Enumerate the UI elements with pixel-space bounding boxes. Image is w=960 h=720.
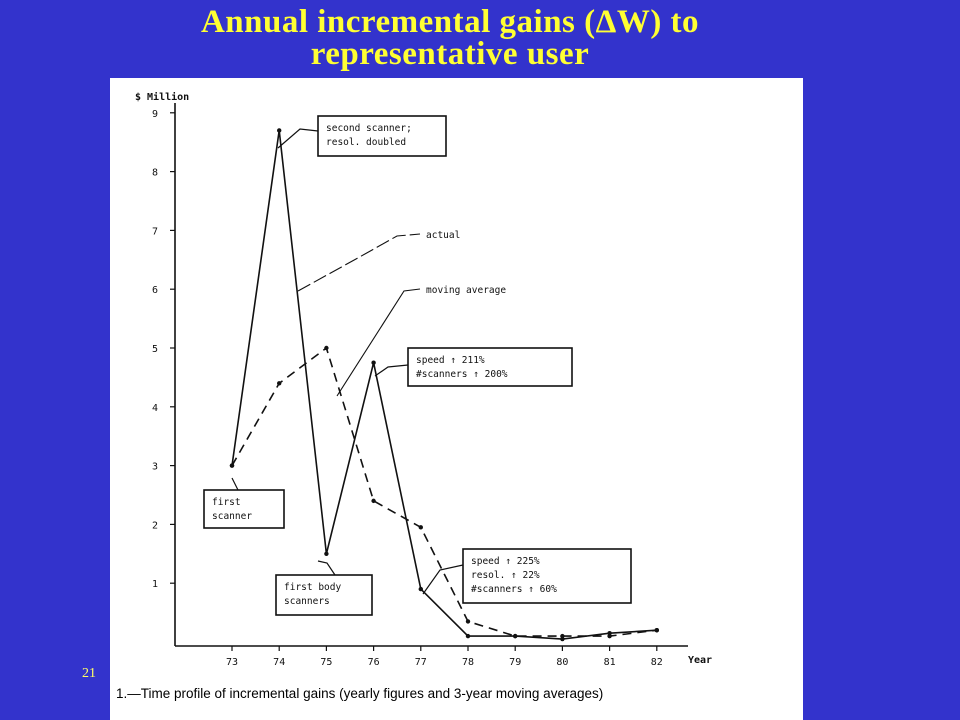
x-tick-label: 82: [651, 657, 663, 668]
chart-series: [229, 128, 659, 642]
annotation-text: resol. doubled: [326, 137, 406, 148]
x-tick-label: 80: [556, 657, 568, 668]
figure-caption: 1.—Time profile of incremental gains (ye…: [116, 686, 604, 701]
series-moving-average-point: [607, 633, 612, 639]
slide-title-line-1: Annual incremental gains (ΔW) to: [200, 4, 700, 40]
series-moving-average-point: [560, 633, 565, 639]
series-actual-point: [418, 586, 423, 592]
y-tick-label: 8: [152, 168, 158, 179]
series-callout-label: moving average: [426, 285, 506, 296]
annotation-text: speed ↑ 211%: [416, 355, 485, 366]
x-tick-label: 79: [509, 657, 521, 668]
series-actual-point: [371, 360, 376, 365]
x-tick-label: 73: [226, 657, 238, 668]
series-actual-point: [324, 551, 329, 556]
y-tick-label: 2: [152, 520, 158, 531]
chart-axes: [174, 103, 688, 647]
y-ticks: 1 2 3 4 5 6 7 8 9: [152, 109, 175, 590]
callout-leader: [336, 288, 421, 397]
annotation-box: [462, 548, 632, 604]
series-moving-average-point: [465, 619, 471, 624]
series-moving-average-point: [324, 345, 329, 351]
y-tick-label: 3: [152, 462, 158, 473]
x-tick-label: 75: [320, 657, 332, 668]
annotation-leader: [231, 477, 239, 491]
annotation-text: speed ↑ 225%: [471, 556, 540, 567]
y-tick-label: 4: [152, 403, 158, 414]
y-tick-label: 9: [152, 109, 158, 120]
series-moving-average-point: [418, 525, 423, 530]
annotation-leader: [374, 364, 409, 377]
y-tick-label: 7: [152, 226, 158, 237]
slide-number: 21: [82, 666, 96, 681]
y-tick-label: 1: [152, 579, 158, 590]
annotation-leader: [277, 128, 319, 149]
chart-annotations: second scanner; resol. doubled speed ↑ 211…: [203, 115, 632, 616]
callout-leader: [297, 233, 421, 292]
x-tick-label: 77: [415, 657, 427, 668]
series-moving-average-point: [513, 633, 518, 639]
annotation-text: scanner: [212, 511, 252, 522]
series-callout-label: actual: [426, 230, 460, 241]
y-tick-label: 5: [152, 344, 158, 355]
slide-title: Annual incremental gains (ΔW) to represe…: [0, 4, 900, 72]
annotation-text: #scanners ↑ 200%: [416, 369, 508, 380]
annotation-text: second scanner;: [326, 123, 412, 134]
x-tick-label: 78: [462, 657, 474, 668]
annotation-text: #scanners ↑ 60%: [471, 584, 557, 595]
annotation-text: first body: [284, 582, 341, 593]
axis-labels: $ Million Year: [135, 91, 712, 666]
x-axis-label: Year: [688, 655, 712, 666]
annotation-box: [203, 489, 285, 529]
annotation-leader: [317, 560, 336, 576]
annotation-text: first: [212, 497, 241, 508]
annotation-box: [407, 347, 573, 387]
x-ticks: 73 74 75 76 77 78 79 80 81 82: [226, 646, 663, 668]
series-actual-point: [465, 633, 471, 639]
annotation-box: [317, 115, 447, 157]
x-tick-label: 81: [604, 657, 616, 668]
series-moving-average-point: [229, 463, 235, 468]
annotation-box: [275, 574, 373, 616]
series-moving-average-point: [654, 628, 659, 633]
y-tick-label: 6: [152, 285, 158, 296]
series-actual-point: [277, 128, 282, 133]
x-tick-label: 74: [273, 657, 285, 668]
slide-title-line-2: representative user: [310, 36, 590, 72]
series-moving-average-line: [231, 347, 657, 637]
annotation-text: scanners: [284, 596, 330, 607]
x-tick-label: 76: [368, 657, 380, 668]
y-axis-label: $ Million: [135, 91, 189, 103]
series-moving-average-point: [371, 498, 376, 504]
annotation-text: resol. ↑ 22%: [471, 570, 540, 581]
annotation-leader: [422, 564, 464, 595]
series-moving-average-point: [277, 381, 282, 386]
